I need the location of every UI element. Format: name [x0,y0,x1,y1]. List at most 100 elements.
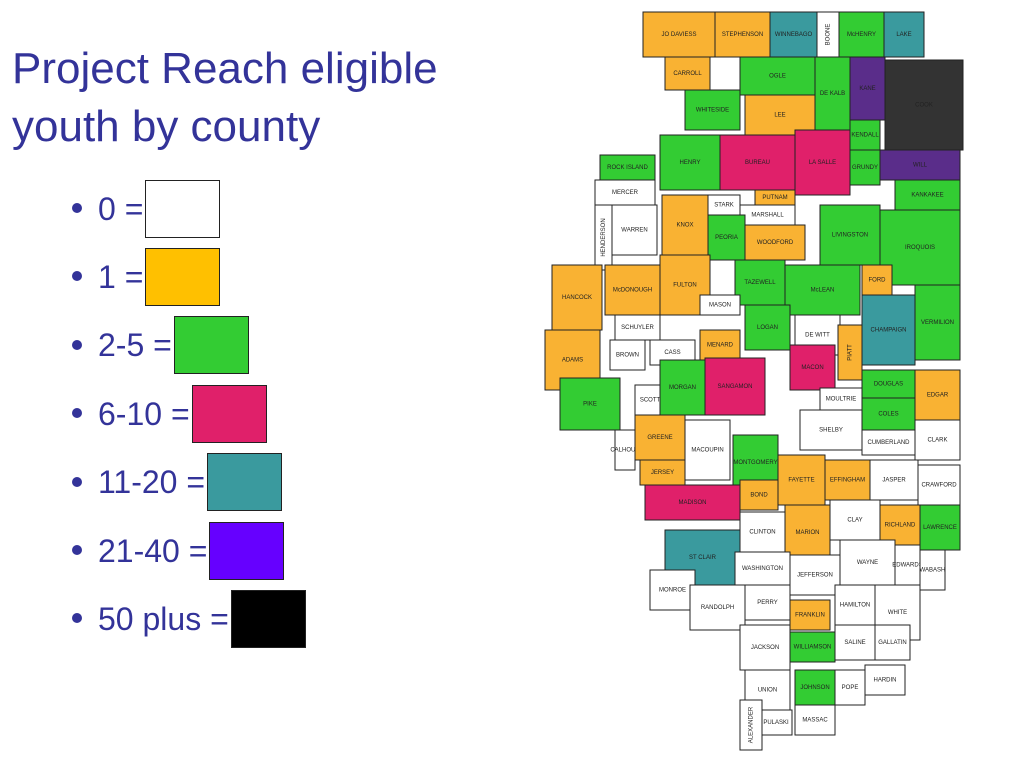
county-label: FAYETTE [788,478,814,484]
county-label: DE WITT [805,333,830,339]
county-label: LOGAN [757,325,778,331]
county: FRANKLIN [789,599,831,631]
county: SHELBY [799,409,863,451]
county-label: JEFFERSON [797,573,833,579]
county: MASSAC [794,704,836,736]
county: JACKSON [739,624,791,671]
county-label: OGLE [769,74,786,80]
county-shape [744,304,791,351]
county-shape [884,59,964,151]
county-shape [919,549,946,591]
county: IROQUOIS [879,209,961,286]
county-shape [739,479,779,511]
county-shape [784,504,831,561]
county-label: MONROE [659,588,686,594]
county: FAYETTE [777,454,826,506]
county-label: BROWN [616,353,639,359]
county-label: DE KALB [820,91,845,97]
county-label: JO DAVIESS [662,32,697,38]
county-shape [894,544,921,586]
county-label: MASON [709,303,731,309]
county-shape [784,264,861,316]
county: KANE [849,56,886,121]
county: BOND [739,479,779,511]
county: COOK [884,59,964,151]
county-label: JERSEY [651,470,674,476]
county-label: MACOUPIN [691,448,723,454]
county: LAKE [883,11,925,58]
county-shape [879,504,921,546]
county-label: WOODFORD [757,240,794,246]
county-shape [914,419,961,461]
county-label: PULASKI [763,720,789,726]
county-label: WARREN [621,228,647,234]
county: CHAMPAIGN [861,294,916,366]
county-label: EFFINGHAM [830,478,865,484]
county-shape [834,669,866,706]
county-label: HENRY [680,160,701,166]
county-label: SCOTT [640,398,661,404]
county-shape [894,179,961,211]
county: MORGAN [659,359,706,416]
county-shape [614,314,661,341]
county-shape [789,599,831,631]
legend-label: 50 plus = [98,600,229,637]
county-shape [551,264,603,331]
county-label: SANGAMON [717,384,752,390]
county-shape [914,284,961,361]
county: McLEAN [784,264,861,316]
county: WAYNE [839,539,896,586]
county: JASPER [869,459,919,501]
legend-item: 2-5 = [98,313,306,381]
county: EFFINGHAM [824,459,871,501]
county-shape [864,664,906,696]
county-shape [739,699,763,751]
county-shape [861,369,916,399]
county-shape [874,624,911,661]
county-label: MOULTRIE [826,397,857,403]
county-shape [609,339,646,371]
county: MARSHALL [739,204,796,226]
county-shape [789,554,841,596]
county: CRAWFORD [917,464,961,506]
county-label: GREENE [647,435,672,441]
county: WOODFORD [744,224,806,261]
county-label: BUREAU [745,160,770,166]
county: GALLATIN [874,624,911,661]
county-label: WABASH [920,568,946,574]
county-label: McDONOUGH [613,288,652,294]
county-shape [594,204,613,271]
county-shape [789,344,836,391]
county-shape [789,631,836,663]
county: WILL [879,149,961,181]
county-label: LA SALLE [809,160,836,166]
legend-item: 0 = [98,176,306,244]
county-map: JO DAVIESS STEPHENSON WINNEBAGO BOONE McHENR… [544,11,964,751]
county: GREENE [634,414,686,461]
legend-label: 1 = [98,258,144,295]
county: KENDALL [849,119,881,151]
county-shape [559,377,621,431]
county-shape [861,397,916,431]
county: JO DAVIESS [642,11,716,58]
county-label: PEORIA [715,235,738,241]
county: CLINTON [739,511,786,553]
county: STEPHENSON [714,11,771,58]
county: MONROE [649,569,696,611]
legend-swatch [173,316,249,375]
county-label: PIATT [848,344,854,361]
county-label: ADAMS [562,358,583,364]
county-label: CRAWFORD [921,483,957,489]
county: RICHLAND [879,504,921,546]
county-label: CLARK [927,438,947,444]
county: MADISON [644,484,741,521]
county-shape [914,369,961,421]
county-label: BOND [750,493,768,499]
county-shape [649,569,696,611]
county-label: EDGAR [927,393,949,399]
county-label: MERCER [612,190,639,196]
county-shape [639,459,686,486]
county-label: JOHNSON [800,685,829,691]
county: McDONOUGH [604,264,661,316]
county-shape [794,704,836,736]
